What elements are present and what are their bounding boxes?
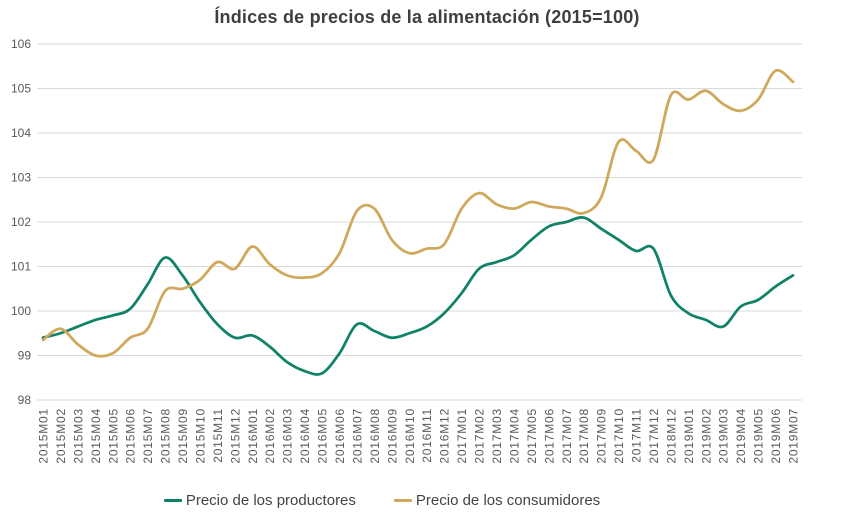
x-tick-label: 2017M11 bbox=[630, 408, 644, 463]
legend-item-consumidores: Precio de los consumidores bbox=[393, 492, 601, 509]
consumidores-line-swatch bbox=[393, 499, 412, 502]
x-tick-label: 2016M10 bbox=[403, 408, 417, 464]
y-tick-label: 98 bbox=[18, 393, 32, 407]
x-tick-label: 2015M10 bbox=[193, 408, 207, 464]
y-axis: 98 99 100 101 102 103 104 105 106 bbox=[11, 37, 802, 407]
x-tick-label: 2017M12 bbox=[647, 408, 661, 464]
x-tick-label: 2017M09 bbox=[595, 408, 609, 464]
y-tick-label: 104 bbox=[11, 126, 31, 140]
legend-label-consumidores: Precio de los consumidores bbox=[415, 492, 601, 509]
x-tick-label: 2016M02 bbox=[263, 408, 277, 464]
legend-label-productores: Precio de los productores bbox=[185, 492, 356, 509]
x-tick-label: 2017M04 bbox=[507, 408, 521, 464]
series-lines bbox=[41, 68, 795, 376]
x-tick-label: 2019M06 bbox=[769, 408, 783, 464]
legend-item-productores: Precio de los productores bbox=[163, 492, 356, 509]
x-tick-label: 2016M05 bbox=[316, 408, 330, 464]
x-tick-label: 2016M09 bbox=[385, 408, 399, 464]
y-tick-label: 103 bbox=[11, 171, 31, 185]
x-tick-label: 2017M02 bbox=[473, 408, 487, 464]
productores-line-swatch bbox=[163, 499, 182, 502]
x-tick-label: 2015M05 bbox=[106, 408, 120, 464]
x-tick-label: 2015M11 bbox=[211, 408, 225, 463]
x-tick-label: 2017M08 bbox=[577, 408, 591, 464]
chart-title: Índices de precios de la alimentación (2… bbox=[214, 7, 640, 27]
x-tick-label: 2017M10 bbox=[612, 408, 626, 464]
x-tick-label: 2016M07 bbox=[350, 408, 364, 464]
x-tick-label: 2017M05 bbox=[525, 408, 539, 464]
x-tick-label: 2019M01 bbox=[682, 408, 696, 464]
x-tick-label: 2019M05 bbox=[752, 408, 766, 464]
x-tick-label: 2015M09 bbox=[176, 408, 190, 464]
x-tick-label: 2019M07 bbox=[787, 408, 801, 464]
y-tick-label: 99 bbox=[18, 349, 32, 363]
series-line-productores bbox=[41, 215, 795, 376]
x-tick-label: 2015M03 bbox=[71, 408, 85, 464]
x-tick-label: 2019M02 bbox=[699, 408, 713, 464]
x-tick-label: 2016M12 bbox=[438, 408, 452, 464]
x-tick-label: 2017M03 bbox=[490, 408, 504, 464]
y-tick-label: 105 bbox=[11, 82, 31, 96]
x-tick-label: 2017M06 bbox=[542, 408, 556, 464]
x-tick-label: 2019M03 bbox=[717, 408, 731, 464]
y-tick-label: 101 bbox=[11, 260, 31, 274]
x-tick-label: 2016M01 bbox=[246, 408, 260, 464]
x-tick-label: 2015M04 bbox=[89, 408, 103, 464]
x-tick-label: 2015M12 bbox=[228, 408, 242, 464]
y-tick-label: 102 bbox=[11, 215, 31, 229]
x-tick-label: 2016M06 bbox=[333, 408, 347, 464]
x-tick-label: 2017M01 bbox=[455, 408, 469, 464]
x-axis: 2015M01 2015M02 2015M03 2015M04 2015M05 2015M… bbox=[37, 408, 801, 464]
x-tick-label: 2015M01 bbox=[37, 408, 51, 464]
x-tick-label: 2016M04 bbox=[298, 408, 312, 464]
x-tick-label: 2015M02 bbox=[54, 408, 68, 464]
x-tick-label: 2015M08 bbox=[159, 408, 173, 464]
x-tick-label: 2019M04 bbox=[734, 408, 748, 464]
y-tick-label: 106 bbox=[11, 37, 31, 51]
y-tick-label: 100 bbox=[11, 304, 31, 318]
x-tick-label: 2018M12 bbox=[664, 408, 678, 464]
x-tick-label: 2015M07 bbox=[141, 408, 155, 464]
series-line-consumidores bbox=[41, 68, 795, 358]
x-tick-label: 2015M06 bbox=[124, 408, 138, 464]
chart-legend: Precio de los productores Precio de los … bbox=[0, 492, 809, 509]
x-tick-label: 2016M03 bbox=[281, 408, 295, 464]
x-tick-label: 2017M07 bbox=[560, 408, 574, 464]
x-tick-label: 2016M11 bbox=[420, 408, 434, 463]
x-tick-label: 2016M08 bbox=[368, 408, 382, 464]
